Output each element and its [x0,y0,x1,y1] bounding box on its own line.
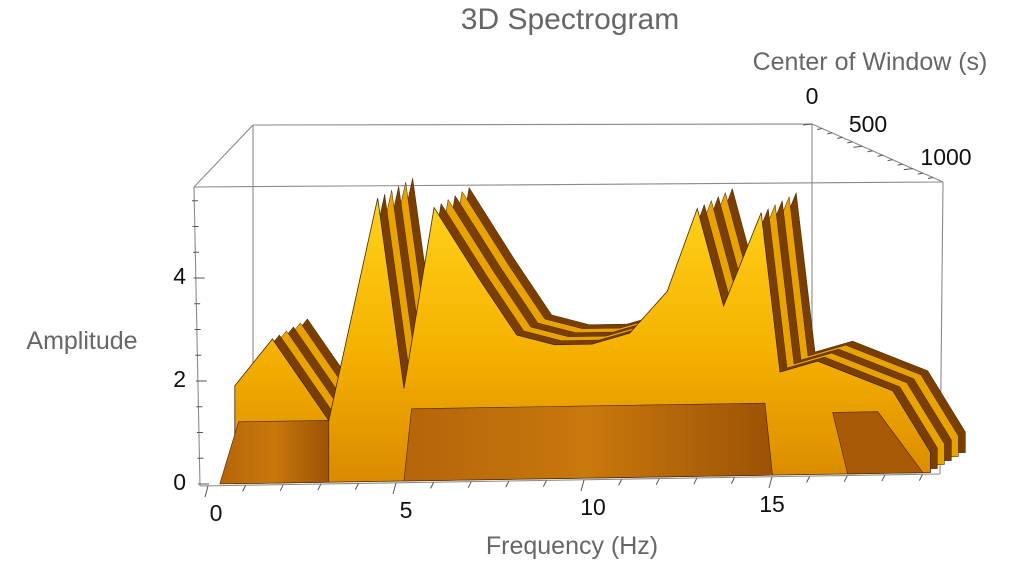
y-tick-1100 [917,172,923,175]
z-axis-ticks [191,200,209,485]
box-back-top [252,123,944,183]
x-tick-label-0: 0 [210,500,223,526]
x-tick-2 [279,484,284,492]
y-tick-0 [802,123,813,126]
x-tick-11 [618,479,623,486]
front-shelf-center [403,402,773,482]
x-tick-1 [242,485,247,492]
x-tick-5 [392,482,397,495]
x-tick-12 [655,478,660,486]
y-tick-label-1: 500 [849,111,887,137]
y-axis-ticks [802,123,934,180]
x-tick-label-1: 5 [400,497,413,523]
y-tick-100 [816,127,823,130]
y-tick-500 [853,145,863,148]
x-tick-16 [806,476,811,483]
x-tick-14 [730,477,735,484]
front-shelf-right [832,411,924,475]
x-tick-label-2: 10 [580,494,606,520]
x-axis-ticks [204,474,923,498]
y-axis-label: Center of Window (s) [753,48,988,76]
box-left-top-depth [193,124,254,188]
z-tick-label-1: 2 [173,366,186,392]
x-tick-10 [580,479,585,492]
z-tick-label-2: 4 [173,263,186,289]
spectrogram-surface [219,178,966,485]
z-tick-label-0: 0 [173,469,186,495]
x-tick-4 [354,483,359,490]
box-front-bottom [199,473,941,487]
x-tick-18 [881,474,886,482]
x-tick-7 [467,481,472,489]
y-tick-900 [897,163,903,166]
y-tick-1200 [927,177,934,180]
y-tick-300 [837,136,843,139]
chart-title: 3D Spectrogram [461,3,679,36]
x-tick-3 [317,483,322,491]
x-tick-6 [430,482,435,489]
x-tick-15 [768,476,773,489]
x-tick-0 [204,485,209,498]
y-tick-1000 [903,168,913,171]
front-shelf-left [219,420,330,485]
x-tick-17 [843,475,848,483]
x-axis-label: Frequency (Hz) [486,532,658,560]
y-tick-200 [827,132,833,135]
x-tick-9 [542,480,547,487]
z-axis-label: Amplitude [26,327,137,355]
y-tick-700 [877,154,883,157]
box-front-top [193,181,944,188]
y-tick-400 [847,141,853,144]
box-front-left [193,186,201,487]
y-tick-label-2: 1000 [920,144,971,170]
x-tick-19 [918,474,923,481]
y-tick-600 [867,150,873,153]
x-tick-8 [505,480,510,488]
y-tick-label-0: 0 [806,83,819,109]
x-tick-13 [693,477,698,485]
y-tick-800 [887,159,893,162]
x-tick-label-3: 15 [759,491,785,517]
